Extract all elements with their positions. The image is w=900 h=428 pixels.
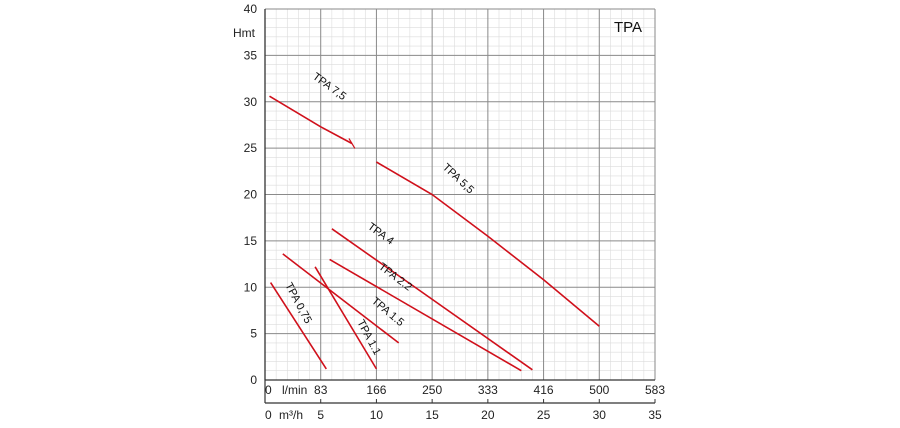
x-tick-label-secondary: 20	[481, 408, 495, 422]
x-tick-label-primary: 166	[366, 383, 386, 397]
y-tick-label: 35	[244, 48, 258, 62]
x-tick-label-primary: 83	[314, 383, 328, 397]
y-tick-label: 5	[250, 327, 257, 341]
curve-label: TPA 7,5	[310, 71, 348, 103]
pump-curve-line	[282, 253, 400, 344]
x-tick-label-secondary: 0	[265, 408, 272, 422]
y-tick-label: 10	[244, 280, 258, 294]
x-tick-label-primary: 333	[478, 383, 498, 397]
axes	[264, 9, 656, 404]
y-tick-label: 15	[244, 234, 258, 248]
curve-end-tick	[348, 138, 356, 149]
x-axis-title-secondary: m³/h	[279, 408, 303, 422]
y-tick-label: 25	[244, 141, 258, 155]
pump-curve-line	[331, 228, 533, 371]
curve-label: TPA 4	[365, 221, 396, 248]
y-tick-label: 30	[244, 95, 258, 109]
x-tick-label-secondary: 15	[425, 408, 439, 422]
pump-curve-line	[269, 95, 353, 145]
major-grid	[264, 8, 656, 381]
x-tick-label-secondary: 5	[317, 408, 324, 422]
x-tick-label-primary: 416	[534, 383, 554, 397]
y-tick-label: 40	[244, 2, 258, 16]
x-axis-title-primary: l/min	[282, 383, 307, 397]
x-tick-label-primary: 583	[645, 383, 665, 397]
x-tick-label-secondary: 10	[370, 408, 384, 422]
pump-curve-line	[269, 282, 327, 370]
pump-curve-line	[314, 266, 378, 370]
x-tick-label-primary: 500	[589, 383, 609, 397]
y-tick-label: 20	[244, 188, 258, 202]
x-tick-label-primary: 250	[422, 383, 442, 397]
pump-curve-line	[329, 258, 522, 372]
y-tick-label: 0	[250, 373, 257, 387]
x-tick-label-secondary: 25	[537, 408, 551, 422]
pump-curve-line	[375, 161, 600, 327]
x-tick-label-secondary: 35	[648, 408, 662, 422]
x-tick-labels-secondary: 0 5 10 15 20 25 30 35	[265, 408, 662, 422]
x-tick-labels-primary: 0 83 166 250 333 416 500 583	[265, 383, 665, 397]
chart-title: TPA	[614, 19, 642, 36]
curve-label: TPA 2.2	[376, 261, 414, 294]
pump-curves	[269, 95, 600, 372]
curve-label: TPA 1.1	[354, 318, 383, 357]
x-tick-label-secondary: 30	[593, 408, 607, 422]
y-tick-labels: 0 5 10 15 20 25 30 35 40	[244, 2, 258, 387]
y-axis-title: Hmt	[233, 26, 256, 40]
x-tick-label-primary: 0	[265, 383, 272, 397]
